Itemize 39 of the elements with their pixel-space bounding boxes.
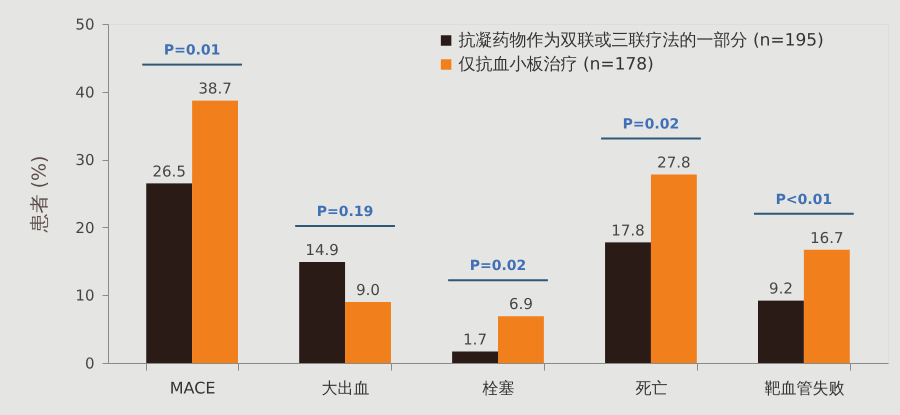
annotation: P=0.02	[622, 116, 680, 133]
y-tick-label: 30	[75, 151, 94, 170]
bar	[299, 262, 346, 363]
data-label: 27.8	[657, 154, 691, 172]
annotation: P=0.02	[470, 258, 526, 274]
y-tick-label: 40	[75, 83, 94, 102]
bar	[345, 302, 391, 363]
x-tick-label: 大出血	[322, 378, 370, 398]
bar	[650, 174, 697, 363]
y-tick-label: 0	[84, 354, 94, 372]
data-label: 14.9	[305, 240, 339, 259]
x-tick-label: 靶血管失败	[764, 378, 844, 398]
annotation: P<0.01	[776, 192, 832, 208]
y-tick-label: 50	[75, 16, 94, 34]
data-label: 9.2	[769, 280, 793, 298]
x-tick-label: 栓塞	[482, 378, 514, 398]
bar	[758, 300, 804, 363]
bar	[498, 316, 544, 363]
bar	[146, 183, 192, 363]
y-tick-label: 20	[75, 218, 94, 237]
bar	[452, 351, 498, 363]
legend-label: 抗凝药物作为双联或三联疗法的一部分 (n=195)	[458, 30, 824, 50]
bar	[605, 242, 651, 363]
bar	[804, 250, 850, 363]
bar	[192, 100, 238, 363]
data-label: 38.7	[198, 80, 232, 98]
data-label: 6.9	[509, 295, 533, 314]
data-label: 16.7	[810, 228, 844, 247]
legend-label: 仅抗血小板治疗 (n=178)	[458, 54, 654, 74]
data-label: 1.7	[463, 330, 487, 348]
data-label: 26.5	[152, 162, 186, 180]
y-tick-label: 10	[75, 286, 94, 305]
x-tick-label: 死亡	[635, 378, 668, 398]
data-label: 17.8	[611, 221, 645, 240]
annotation: P=0.19	[316, 204, 374, 220]
data-label: 9.0	[356, 280, 380, 299]
x-tick-label: MACE	[170, 378, 216, 398]
y-axis-title: 患者 (%)	[28, 156, 50, 234]
annotation: P=0.01	[164, 42, 220, 59]
